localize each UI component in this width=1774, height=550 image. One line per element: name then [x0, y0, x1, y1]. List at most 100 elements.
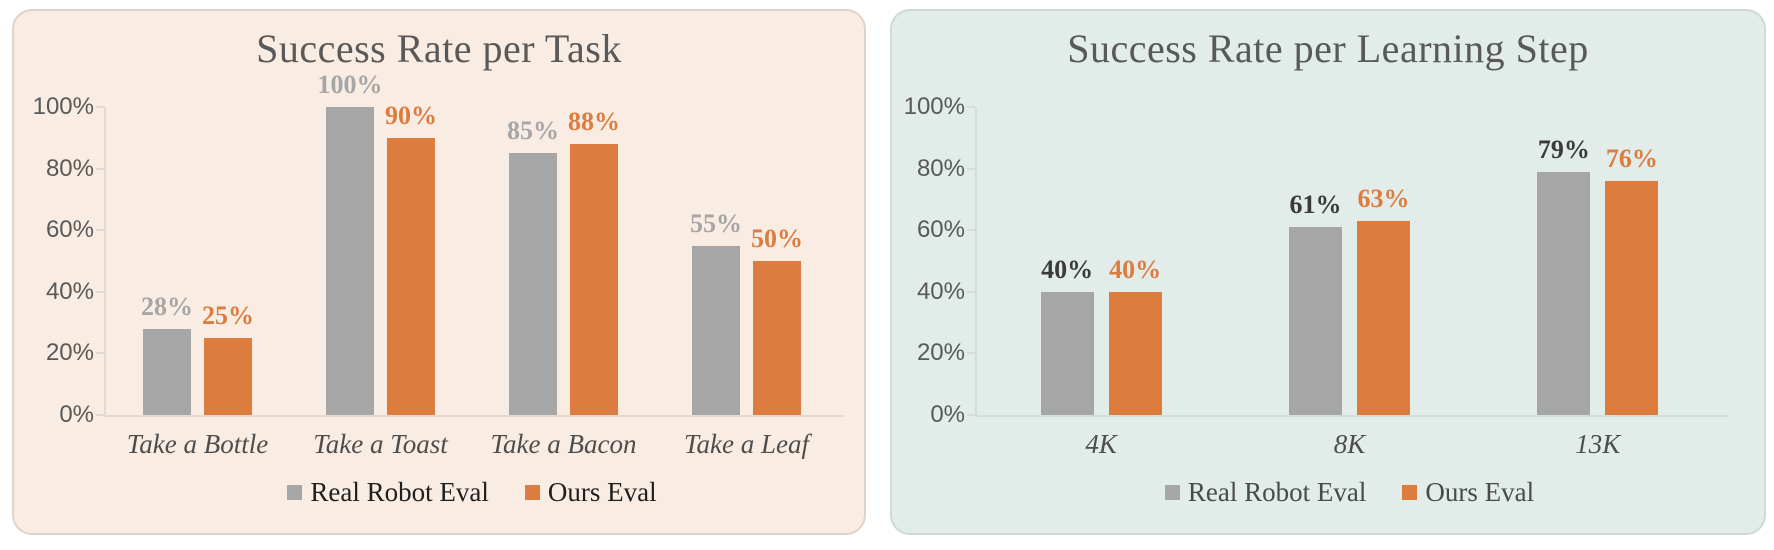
legend-item: Ours Eval: [1402, 477, 1534, 508]
bar-value-label: 55%: [690, 208, 742, 238]
y-axis-tick-mark: [967, 106, 975, 108]
task-chart-panel: Success Rate per Task 100% 80% 60% 40% 20% 0%…: [12, 9, 866, 535]
bar: [387, 137, 435, 415]
bar-group: 61% 63% 8K: [1225, 107, 1473, 459]
bar-groups: 40% 40% 4K 61% 63% 8K 79% 76% 13K: [977, 107, 1722, 459]
legend-label: Ours Eval: [547, 477, 657, 507]
bar-wrap: 28%: [141, 292, 193, 415]
y-axis-tick-label: 20%: [916, 339, 965, 367]
bar-value-label: 50%: [751, 224, 803, 253]
bar-value-label: 100%: [317, 70, 383, 99]
y-axis-tick-label: 0%: [930, 401, 965, 428]
legend: Real Robot Eval Ours Eval: [106, 477, 838, 508]
bar-value-label: 25%: [202, 301, 254, 330]
y-axis-line: [104, 107, 106, 415]
category-label: 8K: [1333, 429, 1366, 459]
bar-wrap: 50%: [751, 224, 803, 415]
bar: [1537, 171, 1591, 415]
plot-area: 28% 25% Take a Bottle 100% 90% Take a Toast 85…: [96, 70, 844, 459]
bar-groups: 28% 25% Take a Bottle 100% 90% Take a Toast 85…: [106, 70, 838, 459]
bar-wrap: 40%: [1108, 255, 1162, 415]
bar: [509, 153, 557, 415]
bar-value-label: 79%: [1537, 134, 1590, 164]
y-axis-tick-mark: [96, 229, 104, 232]
y-axis-line: [975, 107, 977, 415]
bar-wrap: 63%: [1356, 184, 1410, 415]
bar-value-label: 40%: [1041, 254, 1094, 284]
bar-wrap: 76%: [1605, 144, 1659, 415]
category-label: 13K: [1575, 429, 1621, 459]
legend-label: Real Robot Eval: [1187, 477, 1367, 507]
bar: [1288, 227, 1342, 415]
x-axis-line: [104, 415, 844, 417]
legend: Real Robot Eval Ours Eval: [977, 477, 1722, 508]
legend-item: Real Robot Eval: [287, 477, 489, 508]
category-label: Take a Leaf: [683, 429, 810, 459]
y-axis-tick-label: 80%: [45, 154, 94, 182]
y-axis-tick-mark: [967, 290, 975, 293]
y-axis-tick-mark: [967, 352, 975, 355]
bar: [1108, 291, 1162, 415]
legend-swatch-icon: [524, 485, 540, 500]
legend-swatch-icon: [287, 485, 303, 500]
y-axis-tick-mark: [967, 414, 975, 416]
y-axis-tick-label: 0%: [59, 401, 94, 428]
y-axis: 100% 80% 60% 40% 20% 0%: [892, 93, 965, 428]
bar-value-label: 76%: [1605, 143, 1658, 173]
bar-value-label: 61%: [1289, 190, 1342, 220]
bar: [1605, 180, 1659, 415]
bar-wrap: 100%: [318, 70, 383, 415]
y-axis-tick-label: 100%: [32, 93, 94, 120]
bar: [570, 143, 618, 415]
bar-wrap: 40%: [1040, 255, 1094, 415]
chart-title: Success Rate per Task: [256, 26, 622, 71]
bar-value-label: 28%: [141, 291, 193, 321]
bar-wrap: 88%: [568, 107, 620, 415]
bar-wrap: 55%: [690, 209, 742, 415]
x-axis-line: [975, 415, 1728, 417]
bar: [692, 245, 740, 415]
bar-group: 28% 25% Take a Bottle: [106, 107, 289, 459]
y-axis-tick-label: 60%: [916, 216, 965, 244]
bar-wrap: 61%: [1288, 190, 1342, 415]
bar: [1040, 291, 1094, 415]
bar-group: 40% 40% 4K: [977, 107, 1225, 459]
bar-value-label: 90%: [385, 100, 437, 130]
bar-group: 79% 76% 13K: [1474, 107, 1722, 459]
y-axis-tick-label: 40%: [45, 277, 94, 305]
category-label: Take a Bottle: [126, 429, 269, 459]
y-axis-tick-label: 20%: [45, 339, 94, 367]
bar: [326, 107, 374, 415]
bar-wrap: 79%: [1537, 135, 1591, 415]
y-axis-tick-label: 100%: [903, 93, 965, 120]
y-axis-tick-mark: [96, 352, 104, 355]
bar-value-label: 40%: [1109, 254, 1162, 284]
bar-wrap: 90%: [385, 101, 437, 415]
legend-item: Real Robot Eval: [1164, 477, 1367, 508]
learning-step-chart-panel: Success Rate per Learning Step 100% 80% 60…: [890, 9, 1766, 535]
legend-item: Ours Eval: [524, 477, 657, 508]
category-label: Take a Toast: [313, 429, 448, 459]
y-axis-tick-mark: [967, 167, 975, 170]
y-axis-tick-mark: [96, 167, 104, 170]
bar-group: 55% 50% Take a Leaf: [655, 107, 838, 459]
y-axis-tick-mark: [96, 290, 104, 293]
bar-group: 100% 90% Take a Toast: [289, 70, 472, 459]
legend-swatch-icon: [1164, 485, 1180, 500]
y-axis-tick-label: 40%: [916, 277, 965, 305]
y-axis-tick-mark: [96, 414, 104, 416]
chart-title: Success Rate per Learning Step: [1067, 26, 1589, 71]
y-axis-tick-mark: [967, 229, 975, 232]
bar-group: 85% 88% Take a Bacon: [472, 107, 655, 459]
bar-wrap: 25%: [202, 301, 254, 415]
bar: [143, 328, 191, 415]
plot-area: 40% 40% 4K 61% 63% 8K 79% 76% 13K: [967, 106, 1728, 459]
y-axis-tick-label: 60%: [45, 216, 94, 244]
bar-wrap: 85%: [507, 116, 559, 415]
category-label: 4K: [1085, 429, 1117, 459]
y-axis-tick-label: 80%: [916, 154, 965, 182]
bar-value-label: 85%: [507, 116, 559, 146]
legend-swatch-icon: [1402, 485, 1418, 500]
bar: [753, 261, 801, 415]
